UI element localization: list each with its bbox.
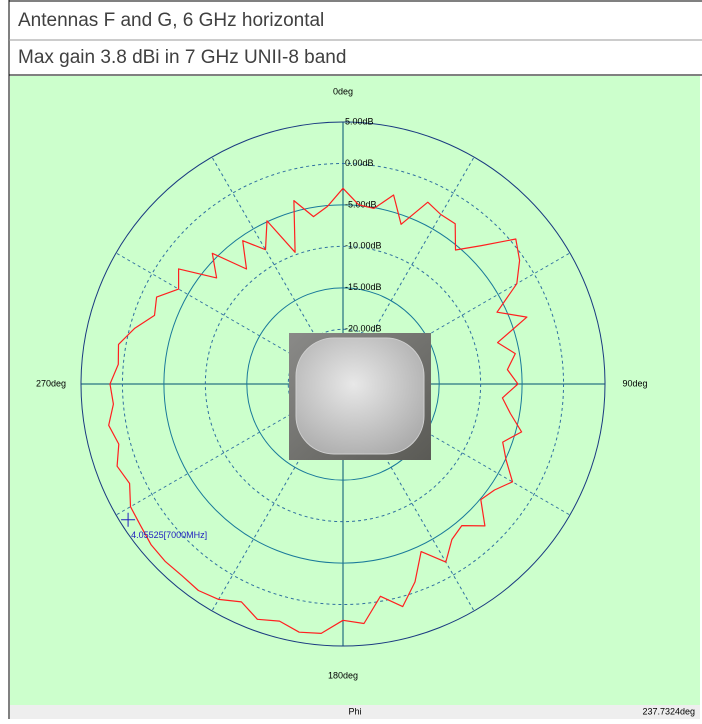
r-tick-label: -20.00dB: [345, 324, 382, 334]
title: Antennas F and G, 6 GHz horizontal: [18, 10, 324, 31]
range-ring: [80, 121, 606, 647]
marker-angle: 237.7324deg: [642, 706, 695, 716]
r-tick-label: 0.00dB: [345, 158, 374, 168]
range-ring: [204, 245, 482, 523]
access-point: [295, 337, 425, 455]
device-photo: [289, 333, 431, 460]
curve-layer: [108, 187, 528, 634]
range-ring: [163, 204, 523, 564]
theta-tick-label: 0deg: [333, 86, 353, 96]
theta-tick-label: 270deg: [36, 378, 66, 388]
r-tick-label: -15.00dB: [345, 282, 382, 292]
range-ring: [246, 287, 440, 481]
status-bar: [10, 705, 700, 719]
theta-tick-label: 90deg: [622, 378, 647, 388]
range-ring: [121, 162, 565, 606]
r-tick-label: 5.00dB: [345, 116, 374, 126]
marker-layer: 4.05525[7000MHz]: [121, 512, 207, 540]
gain-curve: [108, 187, 528, 634]
subtitle: Max gain 3.8 dBi in 7 GHz UNII-8 band: [18, 47, 346, 68]
r-tick-label: -5.00dB: [345, 199, 377, 209]
marker-cross: [121, 512, 136, 527]
theta-tick-label: 180deg: [328, 670, 358, 680]
x-label: Phi: [348, 706, 361, 716]
r-tick-label: -10.00dB: [345, 241, 382, 251]
marker-label: 4.05525[7000MHz]: [131, 530, 207, 540]
